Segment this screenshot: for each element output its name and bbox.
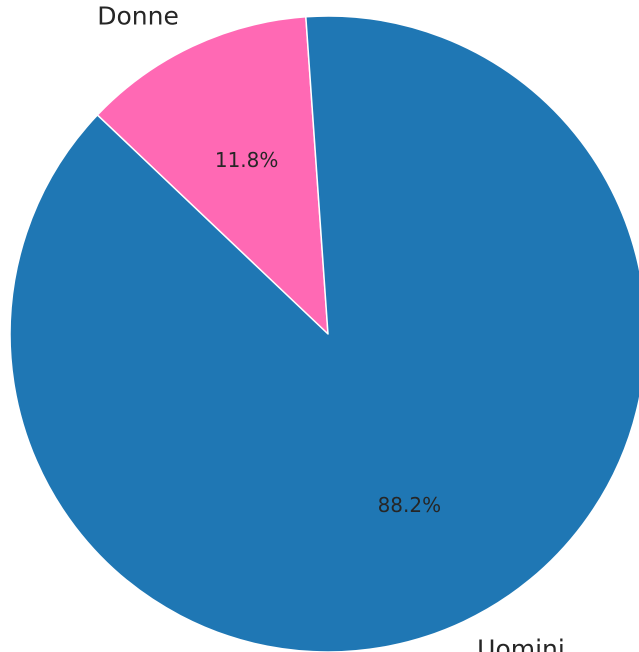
slice-label-uomini: Uomini bbox=[477, 634, 565, 652]
slice-label-donne: Donne bbox=[97, 2, 179, 31]
pie-labels: Donne 11.8% Uomini 88.2% bbox=[97, 2, 565, 652]
pie-slice-uomini bbox=[9, 15, 639, 652]
slice-pct-uomini: 88.2% bbox=[378, 493, 442, 517]
slice-pct-donne: 11.8% bbox=[215, 148, 279, 172]
pie-slices bbox=[9, 15, 639, 652]
pie-slice-donne bbox=[96, 16, 329, 335]
